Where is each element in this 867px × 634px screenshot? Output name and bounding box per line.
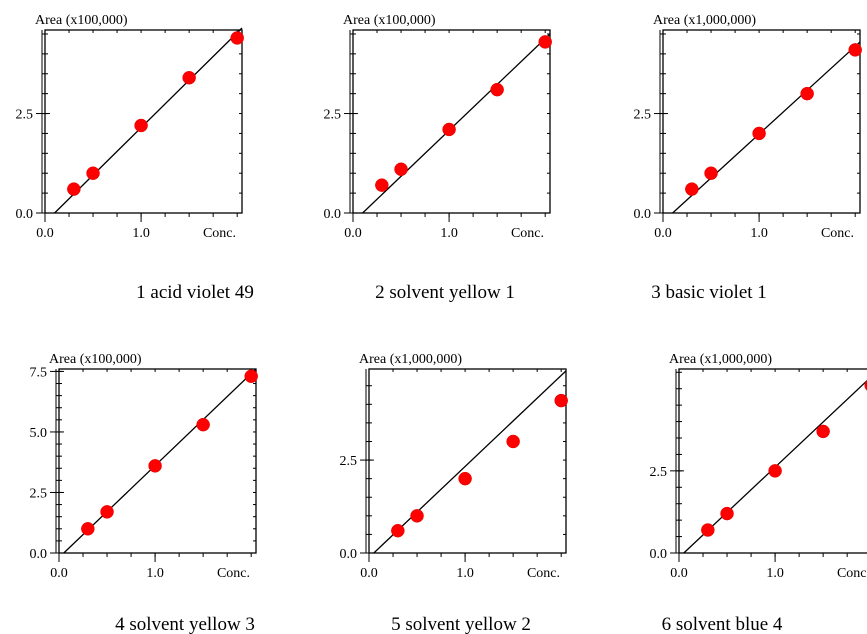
chart-panel: 0.0 2.5 0.0 1.0 Conc. Area (x1,000,000) 3 basi… — [634, 13, 862, 303]
panel-caption: 5 solvent yellow 2 — [391, 614, 531, 634]
fit-line — [362, 33, 551, 214]
x-axis-label: Conc. — [203, 226, 236, 241]
plot-frame — [368, 368, 567, 554]
panel-caption: 3 basic violet 1 — [651, 282, 767, 303]
x-tick-label: 1.0 — [440, 226, 458, 241]
chart-panel: 0.0 2.5 0.0 1.0 Conc. Area (x1,000,000) 5 solv… — [340, 352, 568, 634]
chart-panel: 0.0 2.5 0.0 1.0 Conc. Area (x100,000) 2 solven… — [324, 13, 552, 303]
data-point — [391, 523, 405, 538]
plot-frame — [352, 29, 551, 214]
data-point — [375, 178, 389, 192]
x-axis-label: Conc. — [511, 226, 544, 241]
x-axis-label: Conc. — [527, 566, 560, 581]
y-tick-label: 5.0 — [30, 426, 48, 441]
data-point — [410, 509, 424, 523]
x-axis-label: Conc. — [821, 226, 854, 241]
fit-line — [672, 41, 861, 214]
panel-caption: 2 solvent yellow 1 — [375, 282, 515, 303]
y-tick-label: 2.5 — [650, 465, 668, 480]
y-tick-label: 2.5 — [30, 486, 48, 501]
chart-panel: 0.0 2.5 0.0 1.0 Conc. Area (x1,000,000) 6 solv… — [650, 352, 867, 634]
data-point — [704, 166, 718, 180]
y-tick-label: 0.0 — [30, 547, 48, 562]
data-point — [490, 82, 504, 97]
y-axis-label: Area (x100,000) — [343, 13, 436, 28]
data-point — [81, 522, 95, 536]
data-point — [554, 393, 568, 408]
y-axis-label: Area (x1,000,000) — [653, 13, 756, 28]
fit-line — [63, 368, 257, 554]
data-point — [100, 505, 114, 519]
y-tick-label: 2.5 — [634, 108, 652, 123]
x-tick-label: 0.0 — [50, 566, 68, 581]
x-tick-label: 0.0 — [360, 566, 378, 581]
y-tick-label: 2.5 — [324, 108, 342, 123]
y-tick-label: 0.0 — [324, 207, 342, 222]
y-tick-label: 0.0 — [650, 547, 668, 562]
x-tick-label: 1.0 — [132, 226, 150, 241]
data-point — [538, 35, 552, 49]
fit-line — [54, 27, 243, 214]
data-point — [752, 126, 766, 141]
x-tick-label: 1.0 — [766, 566, 784, 581]
y-axis-label: Area (x100,000) — [49, 352, 142, 367]
data-point — [86, 166, 100, 180]
data-point — [816, 424, 830, 439]
fit-line — [683, 379, 867, 554]
data-point — [67, 182, 81, 196]
data-point — [442, 122, 456, 137]
panel-caption: 1 acid violet 49 — [136, 282, 254, 303]
fit-line — [373, 370, 567, 554]
plot-frame — [58, 368, 257, 554]
data-point — [720, 506, 734, 521]
data-point — [864, 380, 867, 391]
data-point — [458, 471, 472, 486]
data-point — [196, 417, 210, 432]
y-tick-label: 0.0 — [634, 207, 652, 222]
y-tick-label: 0.0 — [16, 207, 34, 222]
plot-frame — [44, 29, 243, 214]
plot-frame — [678, 368, 867, 554]
data-point — [182, 70, 196, 85]
data-point — [848, 43, 862, 57]
panel-caption: 4 solvent yellow 3 — [115, 614, 255, 634]
chart-panel: 0.0 2.5 0.0 1.0 Conc. Area (x100,000) 1 acid v… — [16, 13, 254, 303]
x-tick-label: 0.0 — [36, 226, 54, 241]
data-point — [506, 434, 520, 449]
panel-caption: 6 solvent blue 4 — [662, 614, 783, 634]
y-axis-label: Area (x100,000) — [35, 13, 128, 28]
data-point — [685, 182, 699, 196]
x-tick-label: 1.0 — [456, 566, 474, 581]
x-tick-label: 1.0 — [750, 226, 768, 241]
data-point — [800, 86, 814, 101]
y-tick-label: 0.0 — [340, 547, 358, 562]
data-point — [701, 523, 715, 537]
x-axis-label: Conc. — [837, 566, 867, 581]
y-tick-label: 7.5 — [30, 365, 48, 380]
data-point — [244, 369, 258, 384]
x-tick-label: 0.0 — [344, 226, 362, 241]
data-point — [148, 459, 162, 473]
y-tick-label: 2.5 — [340, 454, 358, 469]
plot-frame — [662, 29, 861, 214]
x-tick-label: 1.0 — [146, 566, 164, 581]
data-point — [230, 31, 244, 45]
data-point — [768, 464, 782, 478]
x-tick-label: 0.0 — [670, 566, 688, 581]
chart-panel: 0.0 2.5 5.0 7.5 0.0 1.0 Conc. Area (x100,000) 4 … — [30, 352, 258, 634]
y-tick-label: 2.5 — [16, 108, 34, 123]
y-axis-label: Area (x1,000,000) — [669, 352, 772, 367]
data-point — [134, 118, 148, 133]
x-tick-label: 0.0 — [654, 226, 672, 241]
data-point — [394, 162, 408, 176]
y-axis-label: Area (x1,000,000) — [359, 352, 462, 367]
x-axis-label: Conc. — [217, 566, 250, 581]
